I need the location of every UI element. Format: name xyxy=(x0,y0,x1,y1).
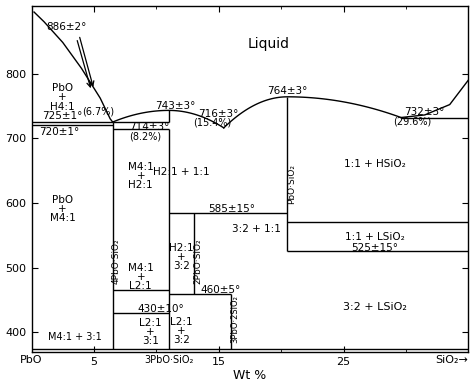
Text: +: + xyxy=(137,171,145,182)
Text: M4:1: M4:1 xyxy=(128,162,154,172)
Text: 725±1°: 725±1° xyxy=(43,111,83,121)
Text: 4PbO·SiO₂: 4PbO·SiO₂ xyxy=(111,238,120,284)
Text: 764±3°: 764±3° xyxy=(267,86,308,96)
Text: M4:1 + 3:1: M4:1 + 3:1 xyxy=(48,332,102,342)
Text: 3:2 + 1:1: 3:2 + 1:1 xyxy=(232,224,281,234)
Text: L2:1: L2:1 xyxy=(139,318,162,328)
Text: 720±1°: 720±1° xyxy=(39,127,79,137)
Text: +: + xyxy=(58,92,67,102)
Text: H2:1: H2:1 xyxy=(169,243,194,253)
Text: PbO: PbO xyxy=(52,83,73,93)
Text: 2PbO·SiO₂: 2PbO·SiO₂ xyxy=(193,238,202,284)
Text: 430±10°: 430±10° xyxy=(137,304,184,314)
Text: 732±3°: 732±3° xyxy=(405,107,445,117)
Text: 714±3°: 714±3° xyxy=(129,122,169,132)
Text: +: + xyxy=(137,272,145,282)
Text: L2:1: L2:1 xyxy=(170,317,192,327)
Text: H4:1: H4:1 xyxy=(50,102,75,111)
Text: 460±5°: 460±5° xyxy=(200,285,240,295)
Text: 1:1 + HSiO₂: 1:1 + HSiO₂ xyxy=(344,159,406,169)
Text: 525±15°: 525±15° xyxy=(351,243,398,253)
Text: (29.6%): (29.6%) xyxy=(393,116,431,126)
Text: (6.7%): (6.7%) xyxy=(82,106,114,116)
Text: 1:1 + LSiO₂: 1:1 + LSiO₂ xyxy=(345,232,405,242)
Text: 743±3°: 743±3° xyxy=(155,101,195,111)
Text: (15.4%): (15.4%) xyxy=(193,118,232,128)
Text: 3PbO·2SiO₂: 3PbO·2SiO₂ xyxy=(230,296,239,343)
Text: (8.2%): (8.2%) xyxy=(129,131,161,141)
Text: +: + xyxy=(177,252,186,262)
Text: L2:1: L2:1 xyxy=(129,281,152,291)
Text: SiO₂→: SiO₂→ xyxy=(436,355,468,365)
Text: +: + xyxy=(177,326,186,336)
Text: 3:2 + LSiO₂: 3:2 + LSiO₂ xyxy=(343,301,407,312)
Text: M4:1: M4:1 xyxy=(50,213,76,223)
Text: PbO: PbO xyxy=(52,195,73,205)
Text: 886±2°: 886±2° xyxy=(46,22,87,32)
Text: H2:1 + 1:1: H2:1 + 1:1 xyxy=(153,167,210,177)
Text: +: + xyxy=(58,204,67,214)
Text: 585±15°: 585±15° xyxy=(208,204,255,215)
Text: 3PbO·SiO₂: 3PbO·SiO₂ xyxy=(144,355,193,365)
Text: 3:1: 3:1 xyxy=(142,336,159,346)
X-axis label: Wt %: Wt % xyxy=(233,369,266,383)
Text: M4:1: M4:1 xyxy=(128,263,154,273)
Text: Liquid: Liquid xyxy=(248,37,290,51)
Text: +: + xyxy=(146,327,155,338)
Text: H2:1: H2:1 xyxy=(128,180,153,191)
Text: PbO: PbO xyxy=(20,355,43,365)
Text: 3:2: 3:2 xyxy=(173,335,190,345)
Text: 3:2: 3:2 xyxy=(173,262,190,271)
Text: 716±3°: 716±3° xyxy=(199,109,239,119)
Text: PbO·SiO₂: PbO·SiO₂ xyxy=(287,163,296,204)
